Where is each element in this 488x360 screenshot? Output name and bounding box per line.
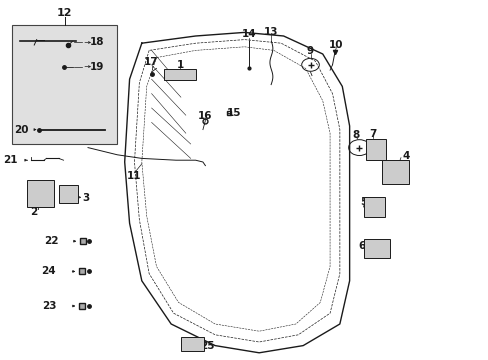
Text: 12: 12 [57, 8, 72, 18]
Text: 15: 15 [226, 108, 241, 118]
Text: 21: 21 [3, 155, 18, 165]
Text: 25: 25 [200, 341, 214, 351]
Text: 17: 17 [144, 57, 159, 67]
Text: 16: 16 [198, 111, 212, 121]
Bar [163, 69, 195, 80]
Text: 4: 4 [401, 150, 409, 161]
Text: 8: 8 [352, 130, 359, 140]
Text: 9: 9 [306, 46, 313, 56]
Text: 5: 5 [360, 197, 367, 207]
Bar [382, 160, 408, 184]
Text: 2: 2 [30, 207, 37, 217]
Bar [365, 139, 386, 160]
Text: 13: 13 [264, 27, 278, 37]
Bar [364, 197, 384, 217]
Bar [27, 180, 54, 207]
Text: 24: 24 [41, 266, 56, 276]
Text: 23: 23 [41, 301, 56, 311]
Text: 19: 19 [89, 62, 104, 72]
Bar [181, 337, 204, 351]
Text: 22: 22 [44, 236, 59, 246]
Text: 1: 1 [176, 60, 183, 70]
Text: 11: 11 [127, 171, 142, 181]
Text: 14: 14 [242, 29, 256, 39]
Text: 7: 7 [368, 129, 376, 139]
Text: 20: 20 [14, 125, 29, 135]
Text: 3: 3 [82, 193, 89, 203]
Bar [12, 25, 117, 144]
Text: 6: 6 [358, 240, 365, 251]
Text: 10: 10 [328, 40, 343, 50]
Bar [364, 239, 389, 258]
Bar [59, 185, 78, 203]
Text: 18: 18 [89, 37, 104, 48]
